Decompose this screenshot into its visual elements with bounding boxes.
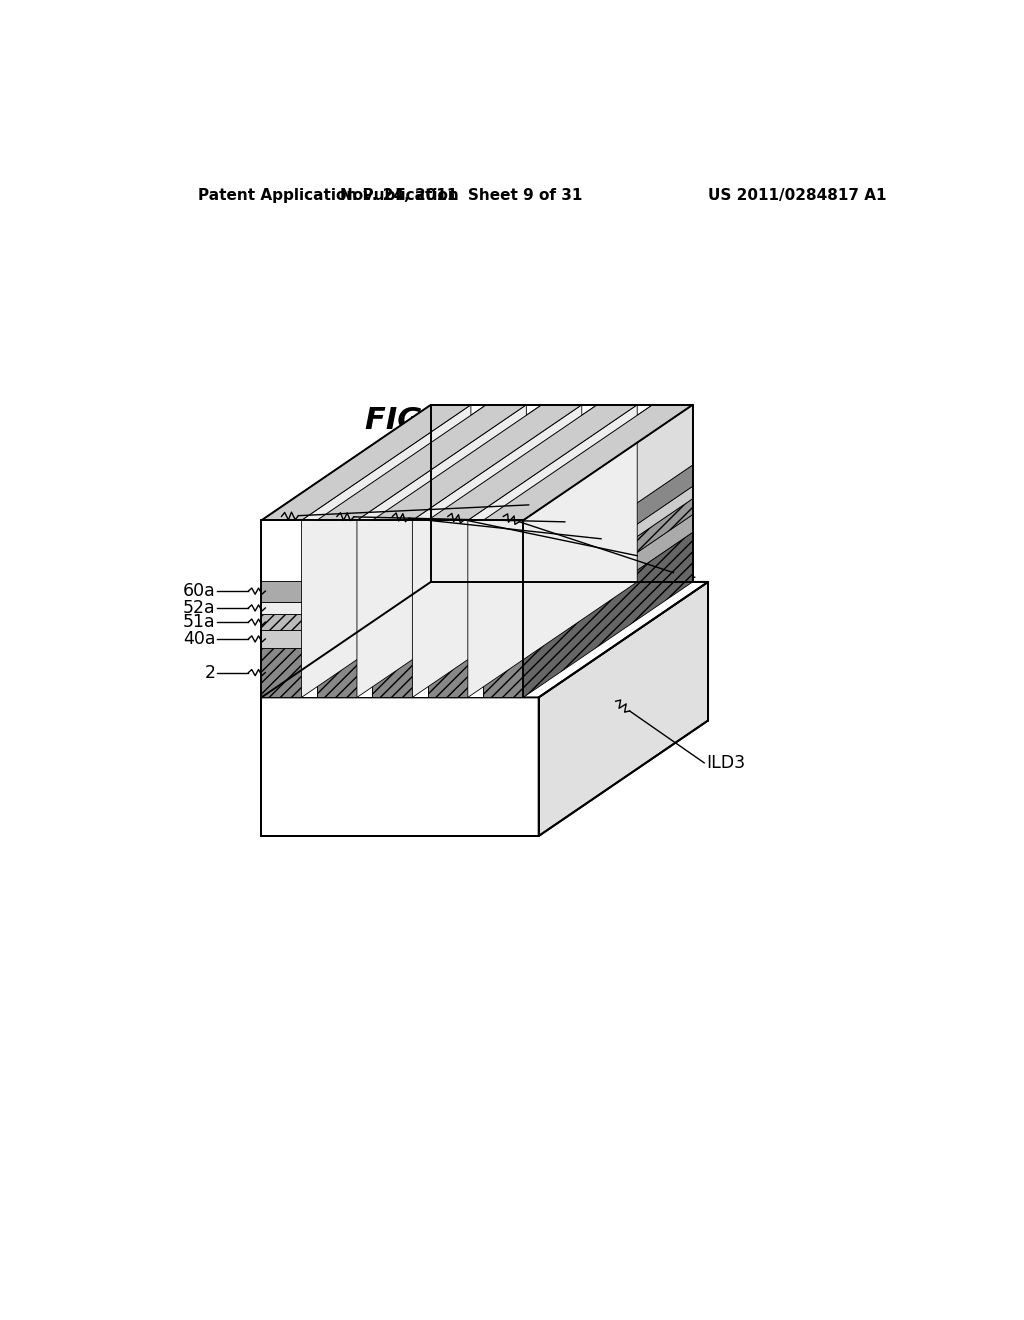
Polygon shape bbox=[261, 630, 301, 648]
Text: 52a: 52a bbox=[182, 599, 215, 616]
Polygon shape bbox=[428, 630, 468, 648]
Polygon shape bbox=[468, 405, 637, 697]
Polygon shape bbox=[413, 582, 597, 697]
Polygon shape bbox=[428, 520, 468, 581]
Polygon shape bbox=[357, 405, 542, 520]
Polygon shape bbox=[373, 614, 413, 630]
Polygon shape bbox=[301, 582, 486, 697]
Polygon shape bbox=[468, 405, 652, 520]
Polygon shape bbox=[468, 520, 483, 697]
Polygon shape bbox=[301, 405, 486, 520]
Text: 31: 31 bbox=[531, 496, 553, 513]
Polygon shape bbox=[261, 648, 301, 697]
Polygon shape bbox=[261, 602, 301, 614]
Polygon shape bbox=[261, 697, 539, 836]
Polygon shape bbox=[373, 602, 413, 614]
Polygon shape bbox=[261, 582, 708, 697]
Polygon shape bbox=[357, 582, 542, 697]
Polygon shape bbox=[316, 405, 526, 520]
Text: 31: 31 bbox=[640, 546, 662, 565]
Text: 31: 31 bbox=[676, 564, 697, 582]
Polygon shape bbox=[373, 648, 413, 697]
Polygon shape bbox=[261, 581, 301, 602]
Polygon shape bbox=[483, 602, 523, 614]
Text: US 2011/0284817 A1: US 2011/0284817 A1 bbox=[708, 187, 887, 203]
Text: 31: 31 bbox=[603, 529, 626, 548]
Text: 51a: 51a bbox=[182, 612, 215, 631]
Polygon shape bbox=[301, 405, 471, 697]
Text: 60a: 60a bbox=[182, 582, 215, 601]
Polygon shape bbox=[483, 630, 523, 648]
Polygon shape bbox=[428, 581, 468, 602]
Polygon shape bbox=[523, 499, 692, 630]
Polygon shape bbox=[316, 581, 357, 602]
Text: FIG.  11: FIG. 11 bbox=[365, 405, 498, 434]
Polygon shape bbox=[413, 405, 582, 697]
Polygon shape bbox=[468, 582, 652, 697]
Polygon shape bbox=[261, 614, 301, 630]
Polygon shape bbox=[428, 648, 468, 697]
Polygon shape bbox=[373, 630, 413, 648]
Polygon shape bbox=[316, 602, 357, 614]
Polygon shape bbox=[261, 405, 471, 520]
Polygon shape bbox=[523, 515, 692, 648]
Polygon shape bbox=[373, 581, 413, 602]
Polygon shape bbox=[373, 405, 582, 520]
Polygon shape bbox=[483, 405, 692, 520]
Polygon shape bbox=[428, 614, 468, 630]
Text: 31: 31 bbox=[567, 513, 589, 531]
Polygon shape bbox=[357, 520, 373, 697]
Polygon shape bbox=[316, 614, 357, 630]
Polygon shape bbox=[483, 581, 523, 602]
Polygon shape bbox=[483, 648, 523, 697]
Polygon shape bbox=[523, 486, 692, 614]
Text: 2: 2 bbox=[204, 664, 215, 681]
Polygon shape bbox=[373, 520, 413, 581]
Polygon shape bbox=[483, 614, 523, 630]
Polygon shape bbox=[523, 532, 692, 697]
Polygon shape bbox=[413, 520, 428, 697]
Polygon shape bbox=[523, 405, 692, 581]
Text: 40a: 40a bbox=[182, 630, 215, 648]
Polygon shape bbox=[483, 520, 523, 581]
Polygon shape bbox=[539, 582, 708, 836]
Text: ILD3: ILD3 bbox=[707, 754, 745, 772]
Polygon shape bbox=[261, 520, 301, 581]
Polygon shape bbox=[316, 520, 357, 581]
Text: Nov. 24, 2011  Sheet 9 of 31: Nov. 24, 2011 Sheet 9 of 31 bbox=[340, 187, 583, 203]
Text: Patent Application Publication: Patent Application Publication bbox=[199, 187, 459, 203]
Polygon shape bbox=[301, 520, 316, 697]
Polygon shape bbox=[357, 405, 526, 697]
Polygon shape bbox=[316, 630, 357, 648]
Polygon shape bbox=[316, 648, 357, 697]
Polygon shape bbox=[428, 602, 468, 614]
Polygon shape bbox=[413, 405, 597, 520]
Polygon shape bbox=[428, 405, 637, 520]
Polygon shape bbox=[523, 465, 692, 602]
